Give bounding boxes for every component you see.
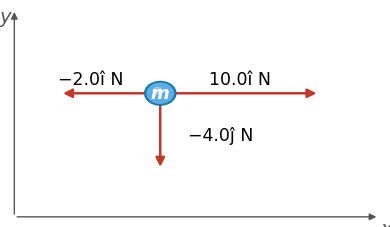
Text: x: x bbox=[381, 220, 390, 227]
Text: y: y bbox=[0, 7, 11, 26]
Circle shape bbox=[147, 84, 174, 104]
Text: 10.0î N: 10.0î N bbox=[209, 71, 271, 89]
Text: −4.0ĵ N: −4.0ĵ N bbox=[188, 127, 254, 145]
Text: −2.0î N: −2.0î N bbox=[58, 71, 124, 89]
Text: m: m bbox=[151, 85, 170, 103]
Circle shape bbox=[145, 82, 176, 106]
Circle shape bbox=[153, 88, 162, 95]
